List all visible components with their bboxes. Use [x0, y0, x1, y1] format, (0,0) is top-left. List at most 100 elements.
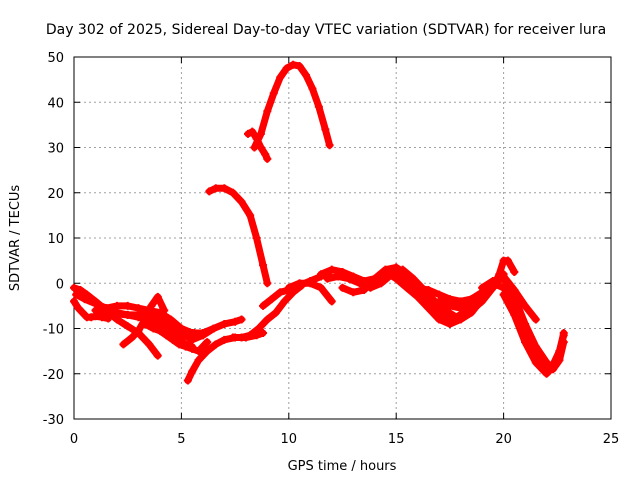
data-point [194, 347, 203, 356]
data-point [228, 333, 237, 342]
data-point [70, 283, 78, 292]
data-point [392, 263, 401, 272]
data-point [76, 286, 85, 295]
data-point [280, 297, 289, 306]
data-point [228, 188, 237, 197]
data-point [269, 89, 278, 98]
data-series-arc-24 [243, 127, 272, 163]
data-point [166, 315, 175, 324]
data-point [256, 129, 265, 138]
data-point [211, 340, 220, 349]
data-point [295, 62, 304, 71]
data-point [499, 283, 508, 292]
data-point [456, 304, 465, 313]
data-point [211, 184, 220, 193]
data-point [123, 322, 132, 331]
data-point [370, 274, 379, 283]
data-point [72, 290, 81, 299]
data-point [445, 310, 454, 319]
data-point [435, 315, 444, 324]
y-tick-label: -30 [43, 413, 64, 428]
data-point [344, 274, 353, 283]
data-point [220, 319, 229, 328]
data-point [80, 295, 89, 304]
data-point [134, 326, 143, 335]
data-point [267, 295, 276, 304]
data-point [220, 335, 229, 344]
data-point [252, 234, 261, 242]
data-point [263, 279, 272, 288]
data-point [413, 292, 422, 301]
data-point [445, 319, 454, 328]
data-point [510, 310, 519, 319]
data-point [359, 286, 368, 295]
data-point [381, 267, 390, 276]
data-point [248, 127, 257, 136]
data-point [521, 301, 530, 310]
data-point [499, 290, 508, 299]
data-point [261, 150, 270, 159]
grid-lines [74, 57, 611, 419]
data-point [334, 272, 343, 281]
data-point [445, 295, 454, 304]
data-point [183, 331, 192, 340]
data-point [237, 315, 246, 324]
data-series-arc-23 [250, 60, 334, 152]
data-point [392, 274, 401, 283]
data-point [237, 333, 246, 342]
data-point [177, 324, 186, 333]
data-point [456, 315, 465, 324]
data-point [263, 107, 272, 116]
data-point [194, 356, 203, 365]
x-tick-label: 25 [603, 432, 620, 447]
data-point [424, 304, 433, 313]
data-point [220, 184, 229, 193]
data-point [256, 143, 265, 152]
data-point [317, 283, 326, 292]
data-point [355, 279, 364, 288]
data-point [424, 286, 433, 295]
data-point [531, 315, 540, 324]
data-point [542, 369, 551, 378]
data-point [308, 84, 317, 93]
data-point [78, 308, 87, 317]
data-series-arc-8 [177, 315, 246, 342]
data-point [549, 362, 558, 371]
data-point [203, 347, 212, 356]
y-tick-label: 30 [47, 142, 64, 157]
data-point [314, 102, 323, 111]
data-point [317, 270, 326, 279]
data-point [175, 340, 184, 349]
data-point [301, 71, 310, 80]
data-point [521, 338, 530, 347]
data-point [402, 283, 411, 292]
data-point [295, 279, 304, 288]
data-point [246, 211, 255, 220]
data-point [478, 292, 487, 301]
data-point [123, 301, 132, 310]
data-point [271, 308, 280, 317]
axis-ticks: 0 5 10 15 20 25 -30 -20 -10 0 10 20 30 40 50 [43, 51, 620, 447]
data-point [413, 283, 422, 292]
data-point [209, 324, 218, 333]
data-point [145, 340, 154, 349]
data-point [424, 292, 433, 301]
data-point [147, 301, 156, 310]
data-point [91, 299, 100, 308]
data-point [123, 310, 132, 319]
y-axis-label: SDTVAR / TECUs [8, 185, 23, 292]
data-point [243, 129, 252, 138]
data-point [467, 306, 476, 315]
data-point [276, 73, 285, 82]
data-point [259, 261, 268, 270]
data-point [402, 270, 411, 279]
data-point [263, 315, 272, 324]
data-point [282, 64, 291, 73]
data-point [181, 342, 190, 351]
data-point [155, 326, 164, 335]
x-tick-label: 20 [495, 432, 512, 447]
data-point [70, 297, 78, 306]
data-point [488, 279, 497, 288]
data-point [112, 301, 121, 310]
